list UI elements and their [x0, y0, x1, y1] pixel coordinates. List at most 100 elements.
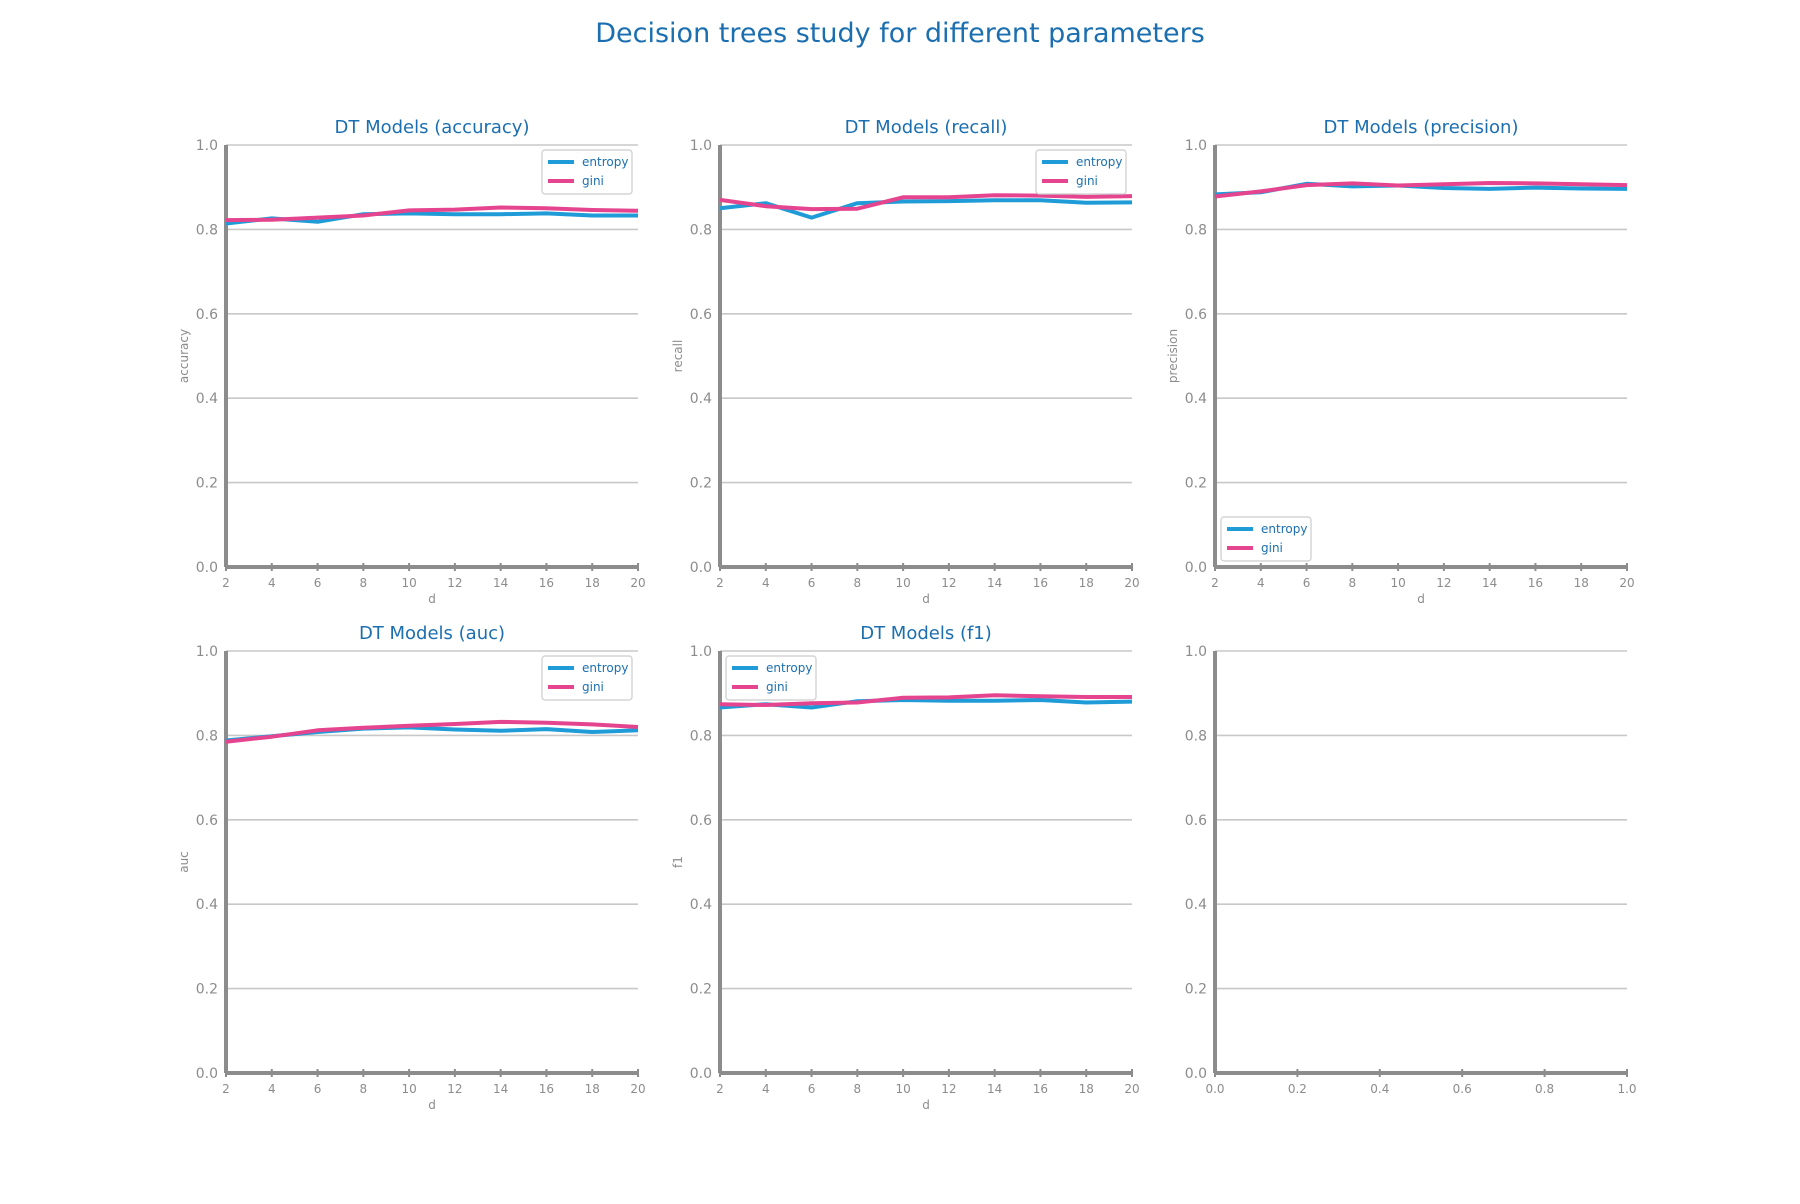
x-tick-label: 6 — [808, 576, 816, 590]
x-tick-label: 10 — [895, 1082, 910, 1096]
y-axis-label: f1 — [671, 856, 685, 868]
subplot-3: 0.0 0.2 0.4 0.6 0.8 1.0 2 4 6 8 10 12 14 16 18 20 DT Mod… — [1166, 117, 1635, 606]
subplot-title: DT Models (recall) — [845, 117, 1008, 138]
y-tick-label: 0.8 — [1185, 728, 1207, 744]
x-tick-label: 16 — [539, 576, 554, 590]
y-tick-label: 0.8 — [196, 222, 218, 238]
subplot-4: 0.0 0.2 0.4 0.6 0.8 1.0 2 4 6 8 10 12 14 16 18 20 DT Mod… — [177, 623, 646, 1112]
subplot-1: 0.0 0.2 0.4 0.6 0.8 1.0 2 4 6 8 10 12 14 16 18 20 DT Mod… — [177, 117, 646, 606]
x-tick-label: 10 — [895, 576, 910, 590]
y-tick-label: 0.6 — [196, 813, 218, 829]
y-axis-label: accuracy — [177, 329, 191, 383]
y-axis-label: auc — [177, 851, 191, 873]
x-tick-label: 4 — [268, 1082, 276, 1096]
subplot-title: DT Models (f1) — [860, 623, 992, 644]
x-tick-label: 10 — [1390, 576, 1405, 590]
y-tick-label: 0.4 — [690, 897, 712, 913]
x-tick-label: 16 — [1033, 576, 1048, 590]
y-tick-label: 0.2 — [1185, 476, 1207, 492]
y-tick-label: 1.0 — [690, 138, 712, 154]
y-tick-label: 0.2 — [196, 476, 218, 492]
y-axis-label: recall — [671, 340, 685, 373]
x-tick-label: 0.0 — [1205, 1082, 1224, 1096]
x-axis-label: d — [428, 1098, 436, 1112]
x-tick-label: 2 — [716, 1082, 724, 1096]
y-tick-label: 0.6 — [690, 307, 712, 323]
subplot-title: DT Models (accuracy) — [335, 117, 530, 138]
x-tick-label: 12 — [941, 1082, 956, 1096]
y-tick-label: 0.8 — [690, 728, 712, 744]
y-tick-label: 0.6 — [1185, 813, 1207, 829]
y-tick-label: 0.0 — [196, 1066, 218, 1082]
y-tick-label: 0.0 — [1185, 560, 1207, 576]
y-tick-label: 1.0 — [1185, 644, 1207, 660]
y-tick-label: 1.0 — [196, 644, 218, 660]
x-tick-label: 14 — [493, 576, 508, 590]
series-line-gini — [719, 193, 1133, 212]
x-tick-label: 0.4 — [1370, 1082, 1389, 1096]
series-line-gini — [1214, 181, 1628, 199]
x-tick-label: 6 — [314, 576, 322, 590]
y-tick-label: 0.8 — [1185, 222, 1207, 238]
legend-label: entropy — [582, 661, 628, 675]
legend-label: entropy — [1261, 522, 1307, 536]
x-tick-label: 8 — [854, 1082, 862, 1096]
legend-label: entropy — [582, 155, 628, 169]
x-tick-label: 6 — [808, 1082, 816, 1096]
x-tick-label: 18 — [1079, 1082, 1094, 1096]
x-tick-label: 20 — [1124, 576, 1139, 590]
series-line-gini — [719, 693, 1132, 707]
x-tick-label: 2 — [1211, 576, 1219, 590]
legend-label: entropy — [1076, 155, 1122, 169]
legend-label: entropy — [766, 661, 812, 675]
x-tick-label: 14 — [493, 1082, 508, 1096]
x-tick-label: 10 — [401, 1082, 416, 1096]
x-tick-label: 16 — [1033, 1082, 1048, 1096]
x-tick-label: 8 — [1349, 576, 1357, 590]
x-tick-label: 16 — [1528, 576, 1543, 590]
y-tick-label: 0.8 — [196, 728, 218, 744]
x-tick-label: 4 — [268, 576, 276, 590]
legend-label: gini — [582, 680, 604, 694]
x-tick-label: 2 — [222, 576, 230, 590]
series-line-entropy — [719, 198, 1133, 220]
x-tick-label: 2 — [222, 1082, 230, 1096]
y-tick-label: 0.2 — [690, 982, 712, 998]
subplot-2: 0.0 0.2 0.4 0.6 0.8 1.0 2 4 6 8 10 12 14 16 18 20 DT Mod… — [671, 117, 1140, 606]
series-line-gini — [225, 205, 639, 223]
subplot-title: DT Models (precision) — [1324, 117, 1519, 138]
x-tick-label: 16 — [539, 1082, 554, 1096]
legend: entropy gini — [1035, 149, 1127, 195]
x-tick-label: 20 — [1619, 576, 1634, 590]
x-tick-label: 20 — [630, 1082, 645, 1096]
x-tick-label: 12 — [1436, 576, 1451, 590]
y-tick-label: 0.0 — [690, 560, 712, 576]
x-tick-label: 4 — [1257, 576, 1265, 590]
x-tick-label: 6 — [314, 1082, 322, 1096]
legend-label: gini — [582, 174, 604, 188]
legend-label: gini — [1076, 174, 1098, 188]
x-axis-label: d — [1417, 592, 1425, 606]
x-tick-label: 12 — [941, 576, 956, 590]
y-tick-label: 0.4 — [690, 391, 712, 407]
series-line-gini — [225, 719, 639, 744]
x-tick-label: 18 — [1079, 576, 1094, 590]
x-tick-label: 4 — [762, 576, 770, 590]
x-tick-label: 20 — [630, 576, 645, 590]
figure-title: Decision trees study for different param… — [595, 18, 1205, 49]
x-tick-label: 14 — [987, 576, 1002, 590]
y-tick-label: 0.4 — [1185, 897, 1207, 913]
legend: entropy gini — [725, 655, 817, 701]
x-tick-label: 12 — [447, 1082, 462, 1096]
x-tick-label: 14 — [987, 1082, 1002, 1096]
x-tick-label: 0.2 — [1288, 1082, 1307, 1096]
subplot-6: 0.0 0.2 0.4 0.6 0.8 1.0 0.0 0.2 0.4 0.6 0.8 1.0 — [1185, 644, 1637, 1096]
legend: entropy gini — [1220, 516, 1312, 562]
y-tick-label: 0.0 — [1185, 1066, 1207, 1082]
x-axis-label: d — [922, 1098, 930, 1112]
x-tick-label: 8 — [360, 1082, 368, 1096]
y-tick-label: 0.8 — [690, 222, 712, 238]
y-tick-label: 0.0 — [690, 1066, 712, 1082]
